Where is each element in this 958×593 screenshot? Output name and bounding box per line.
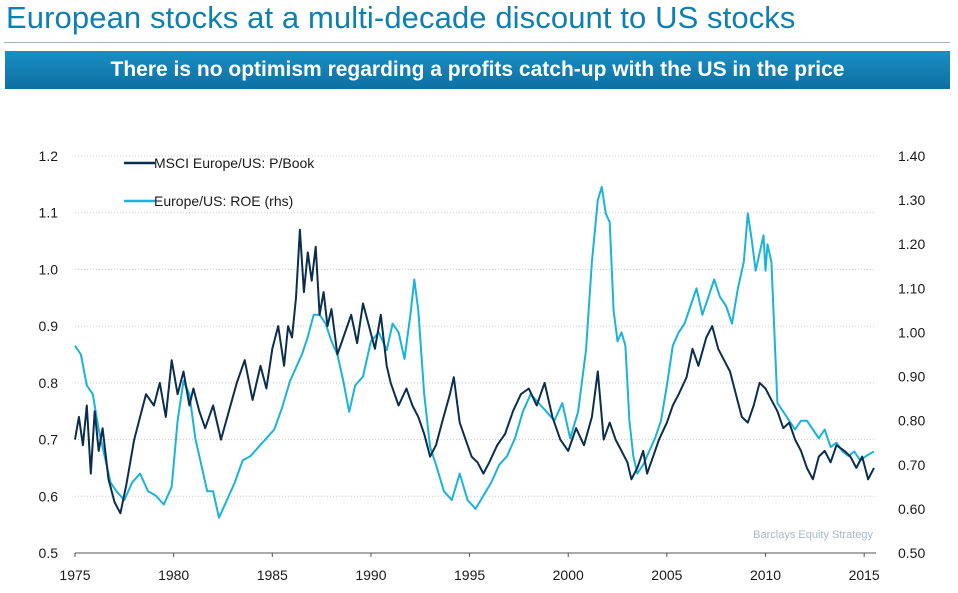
page-title: European stocks at a multi-decade discou… (6, 0, 796, 35)
title-divider (4, 42, 950, 43)
left-tick-label: 0.8 (39, 375, 59, 391)
x-tick-label: 1985 (257, 567, 288, 583)
left-axis-ticks: 0.5 0.6 0.7 0.8 0.9 1.0 1.1 1.2 (39, 148, 59, 561)
series-layer (74, 185, 875, 519)
right-tick-label: 0.60 (898, 501, 925, 517)
x-tick-label: 1975 (59, 567, 90, 583)
series-line-roe (74, 185, 875, 519)
right-tick-label: 0.70 (898, 457, 925, 473)
left-tick-label: 0.7 (39, 432, 59, 448)
left-tick-label: 1.2 (39, 148, 59, 164)
legend-label-pbook: MSCI Europe/US: P/Book (154, 155, 315, 171)
left-tick-label: 0.5 (39, 545, 59, 561)
right-tick-label: 1.30 (898, 192, 925, 208)
right-axis-ticks: 0.50 0.60 0.70 0.80 0.90 1.00 1.10 1.20 1.30 1.40 (898, 148, 925, 561)
right-tick-label: 0.80 (898, 413, 925, 429)
left-tick-label: 0.6 (39, 488, 59, 504)
legend: MSCI Europe/US: P/Book Europe/US: ROE (r… (124, 155, 315, 209)
left-tick-label: 0.9 (39, 318, 59, 334)
legend-label-roe: Europe/US: ROE (rhs) (154, 193, 293, 209)
x-axis-ticks: 1975 1980 1985 1990 1995 2000 2005 2010 2015 (59, 553, 880, 583)
x-tick-label: 1995 (454, 567, 485, 583)
right-tick-label: 0.50 (898, 545, 925, 561)
x-tick-label: 2010 (750, 567, 781, 583)
left-tick-label: 1.1 (39, 205, 59, 221)
x-tick-label: 1980 (158, 567, 189, 583)
x-tick-label: 2000 (553, 567, 584, 583)
left-tick-label: 1.0 (39, 261, 59, 277)
source-note: Barclays Equity Strategy (753, 529, 873, 541)
subtitle-banner: There is no optimism regarding a profits… (5, 51, 950, 89)
x-tick-label: 2005 (651, 567, 682, 583)
x-tick-label: 2015 (849, 567, 880, 583)
x-tick-label: 1990 (355, 567, 386, 583)
right-tick-label: 1.10 (898, 280, 925, 296)
right-tick-label: 1.40 (898, 148, 925, 164)
right-tick-label: 1.20 (898, 236, 925, 252)
right-tick-label: 1.00 (898, 324, 925, 340)
series-line-pbook (74, 228, 875, 515)
right-tick-label: 0.90 (898, 369, 925, 385)
